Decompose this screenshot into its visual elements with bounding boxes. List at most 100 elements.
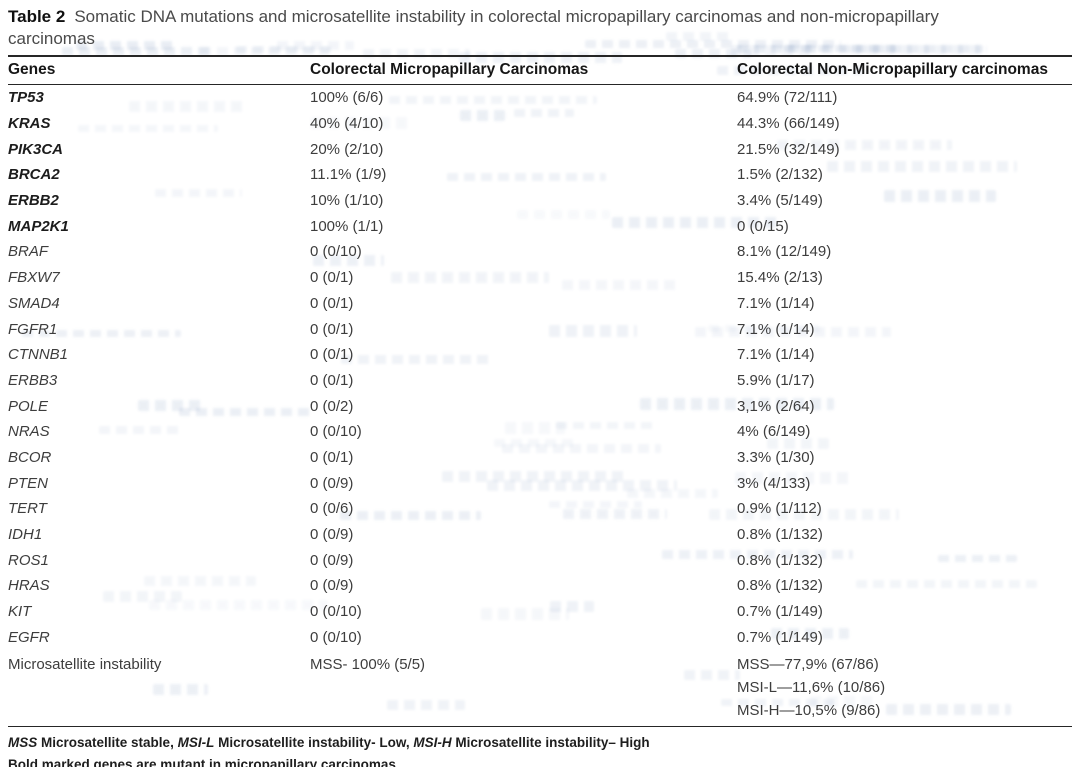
table-row: PIK3CA 20% (2/10) 21.5% (32/149)	[8, 136, 1072, 162]
micropapillary-value: 0 (0/1)	[310, 269, 354, 287]
msi-nmpc-values: MSS—77,9% (67/86) MSI-L—11,6% (10/86) MS…	[737, 653, 1072, 722]
gene-name: NRAS	[8, 423, 50, 441]
micropapillary-value: 0 (0/1)	[310, 448, 354, 466]
micropapillary-value: 100% (6/6)	[310, 89, 384, 107]
non-micropapillary-value: 0.8% (1/132)	[737, 551, 823, 569]
gene-name: ERBB2	[8, 192, 59, 210]
table-row: CTNNB1 0 (0/1) 7.1% (1/14)	[8, 342, 1072, 368]
micropapillary-value: 0 (0/1)	[310, 346, 354, 364]
table-label: Table 2	[8, 7, 66, 26]
gene-name: ROS1	[8, 551, 49, 569]
micropapillary-value: 0 (0/1)	[310, 371, 354, 389]
table-caption: Table 2 Somatic DNA mutations and microsa…	[8, 6, 1022, 50]
non-micropapillary-value: 3,1% (2/64)	[737, 397, 815, 415]
table-row: TP53 100% (6/6) 64.9% (72/111)	[8, 85, 1072, 111]
gene-name: KRAS	[8, 115, 51, 133]
table-row: TERT 0 (0/6) 0.9% (1/112)	[8, 496, 1072, 522]
column-header-micropapillary: Colorectal Micropapillary Carcinomas	[310, 61, 589, 78]
table-row: BCOR 0 (0/1) 3.3% (1/30)	[8, 445, 1072, 471]
non-micropapillary-value: 21.5% (32/149)	[737, 140, 840, 158]
non-micropapillary-value: 15.4% (2/13)	[737, 269, 823, 287]
non-micropapillary-value: 8.1% (12/149)	[737, 243, 832, 261]
gene-name: BCOR	[8, 448, 52, 466]
gene-name: CTNNB1	[8, 346, 69, 364]
gene-name: TERT	[8, 500, 47, 518]
footnote-text: Microsatellite stable,	[37, 735, 178, 751]
non-micropapillary-value: 3.3% (1/30)	[737, 448, 815, 466]
table-body: TP53 100% (6/6) 64.9% (72/111) KRAS 40% (4/1…	[8, 85, 1072, 650]
msi-nmpc-line: MSI-L—11,6% (10/86)	[737, 679, 886, 697]
table-row: SMAD4 0 (0/1) 7.1% (1/14)	[8, 291, 1072, 317]
gene-name: FGFR1	[8, 320, 58, 338]
gene-name: EGFR	[8, 628, 50, 646]
gene-name: BRAF	[8, 243, 49, 261]
table-row: KIT 0 (0/10) 0.7% (1/149)	[8, 599, 1072, 625]
gene-name: IDH1	[8, 526, 43, 544]
gene-name: PIK3CA	[8, 140, 64, 158]
table-row: ERBB2 10% (1/10) 3.4% (5/149)	[8, 188, 1072, 214]
table-row: FGFR1 0 (0/1) 7.1% (1/14)	[8, 316, 1072, 342]
micropapillary-value: 0 (0/9)	[310, 526, 354, 544]
non-micropapillary-value: 64.9% (72/111)	[737, 89, 838, 107]
non-micropapillary-value: 0.8% (1/132)	[737, 577, 823, 595]
footnote-abbrev: MSI-H	[413, 735, 452, 751]
gene-name: BRCA2	[8, 166, 60, 184]
micropapillary-value: 0 (0/6)	[310, 500, 354, 518]
msi-row-label: Microsatellite instability	[8, 656, 162, 674]
micropapillary-value: 11.1% (1/9)	[310, 166, 387, 184]
footnote-bold-note: Bold marked genes are mutant in micropap…	[8, 757, 396, 767]
table-row: HRAS 0 (0/9) 0.8% (1/132)	[8, 573, 1072, 599]
msi-nmpc-line: MSS—77,9% (67/86)	[737, 656, 879, 674]
non-micropapillary-value: 7.1% (1/14)	[737, 320, 815, 338]
table-row: KRAS 40% (4/10) 44.3% (66/149)	[8, 111, 1072, 137]
gene-name: MAP2K1	[8, 217, 69, 235]
gene-name: TP53	[8, 89, 44, 107]
gene-name: HRAS	[8, 577, 50, 595]
non-micropapillary-value: 0.7% (1/149)	[737, 628, 823, 646]
footnote-text: Microsatellite instability- Low,	[214, 735, 414, 751]
table-row: EGFR 0 (0/10) 0.7% (1/149)	[8, 624, 1072, 650]
gene-name: ERBB3	[8, 371, 58, 389]
non-micropapillary-value: 44.3% (66/149)	[737, 115, 840, 133]
table-row: MAP2K1 100% (1/1) 0 (0/15)	[8, 213, 1072, 239]
micropapillary-value: 0 (0/10)	[310, 243, 362, 261]
table-row: POLE 0 (0/2) 3,1% (2/64)	[8, 393, 1072, 419]
table-row: ERBB3 0 (0/1) 5.9% (1/17)	[8, 368, 1072, 394]
micropapillary-value: 0 (0/1)	[310, 320, 354, 338]
non-micropapillary-value: 7.1% (1/14)	[737, 294, 815, 312]
footnote-abbrev: MSI-L	[177, 735, 215, 751]
non-micropapillary-value: 0.9% (1/112)	[737, 500, 822, 518]
non-micropapillary-value: 5.9% (1/17)	[737, 371, 815, 389]
gene-name: KIT	[8, 603, 32, 621]
table-row: FBXW7 0 (0/1) 15.4% (2/13)	[8, 265, 1072, 291]
table-title: Somatic DNA mutations and microsatellite…	[8, 7, 939, 48]
micropapillary-value: 0 (0/1)	[310, 294, 354, 312]
footnote-text: Microsatellite instability– High	[451, 735, 650, 751]
micropapillary-value: 100% (1/1)	[310, 217, 384, 235]
micropapillary-value: 0 (0/2)	[310, 397, 354, 415]
gene-name: PTEN	[8, 474, 49, 492]
non-micropapillary-value: 7.1% (1/14)	[737, 346, 815, 364]
micropapillary-value: 0 (0/10)	[310, 603, 362, 621]
table-row: ROS1 0 (0/9) 0.8% (1/132)	[8, 547, 1072, 573]
msi-nmpc-line: MSI-H—10,5% (9/86)	[737, 702, 881, 720]
non-micropapillary-value: 3.4% (5/149)	[737, 192, 823, 210]
column-header-genes: Genes	[8, 61, 56, 78]
micropapillary-value: 0 (0/9)	[310, 551, 354, 569]
micropapillary-value: 40% (4/10)	[310, 115, 384, 133]
table-row: NRAS 0 (0/10) 4% (6/149)	[8, 419, 1072, 445]
non-micropapillary-value: 4% (6/149)	[737, 423, 811, 441]
msi-mpc-value: MSS- 100% (5/5)	[310, 656, 426, 674]
gene-name: SMAD4	[8, 294, 60, 312]
non-micropapillary-value: 0.8% (1/132)	[737, 526, 823, 544]
micropapillary-value: 10% (1/10)	[310, 192, 384, 210]
table-row: PTEN 0 (0/9) 3% (4/133)	[8, 470, 1072, 496]
table-row: BRCA2 11.1% (1/9) 1.5% (2/132)	[8, 162, 1072, 188]
table-footnotes: MSS Microsatellite stable, MSI-L Microsa…	[8, 727, 1072, 767]
non-micropapillary-value: 0.7% (1/149)	[737, 603, 823, 621]
table-row-microsatellite: Microsatellite instability MSS- 100% (5/…	[8, 650, 1072, 728]
non-micropapillary-value: 0 (0/15)	[737, 217, 789, 235]
micropapillary-value: 0 (0/10)	[310, 423, 362, 441]
